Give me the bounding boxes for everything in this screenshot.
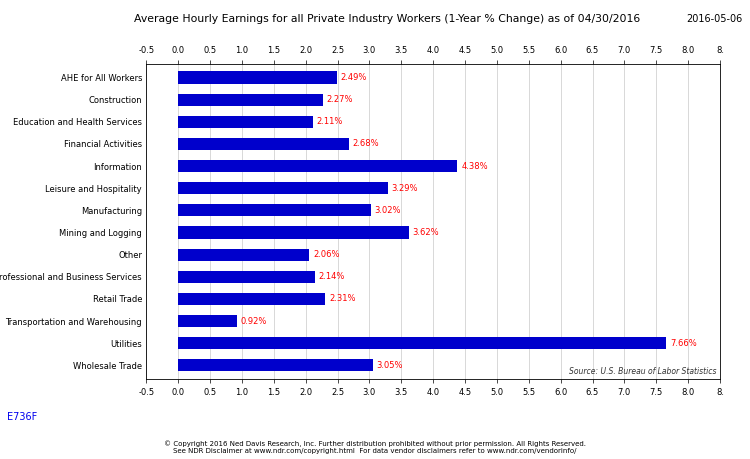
Text: 2016-05-06: 2016-05-06	[686, 14, 742, 24]
Text: 3.02%: 3.02%	[374, 206, 401, 215]
Text: 2.27%: 2.27%	[327, 95, 353, 104]
Bar	[178, 160, 458, 172]
Text: 7.66%: 7.66%	[670, 339, 697, 348]
Bar	[178, 226, 409, 239]
Text: Average Hourly Earnings for all Private Industry Workers (1-Year % Change) as of: Average Hourly Earnings for all Private …	[134, 14, 640, 24]
Bar	[178, 271, 314, 283]
Text: 0.92%: 0.92%	[241, 317, 267, 325]
Bar	[178, 315, 237, 327]
Bar	[178, 94, 322, 106]
Text: E736F: E736F	[8, 412, 38, 422]
Bar	[178, 359, 373, 371]
Text: 2.11%: 2.11%	[316, 118, 343, 126]
Text: 2.49%: 2.49%	[340, 73, 367, 82]
Text: 3.05%: 3.05%	[376, 361, 403, 370]
Text: 3.62%: 3.62%	[413, 228, 440, 237]
Text: 2.31%: 2.31%	[329, 295, 356, 303]
Bar	[178, 249, 310, 261]
Text: Source: U.S. Bureau of Labor Statistics: Source: U.S. Bureau of Labor Statistics	[568, 367, 716, 376]
Bar	[178, 72, 337, 84]
Bar	[178, 293, 326, 305]
Bar	[178, 116, 313, 128]
Bar	[178, 182, 388, 194]
Text: 2.06%: 2.06%	[314, 250, 340, 259]
Bar	[178, 204, 370, 217]
Text: © Copyright 2016 Ned Davis Research, Inc. Further distribution prohibited withou: © Copyright 2016 Ned Davis Research, Inc…	[164, 441, 586, 454]
Text: 4.38%: 4.38%	[461, 162, 488, 171]
Text: 3.29%: 3.29%	[392, 184, 418, 193]
Text: 2.14%: 2.14%	[318, 272, 345, 281]
Bar	[178, 337, 667, 349]
Bar	[178, 138, 349, 150]
Text: 2.68%: 2.68%	[352, 140, 380, 148]
